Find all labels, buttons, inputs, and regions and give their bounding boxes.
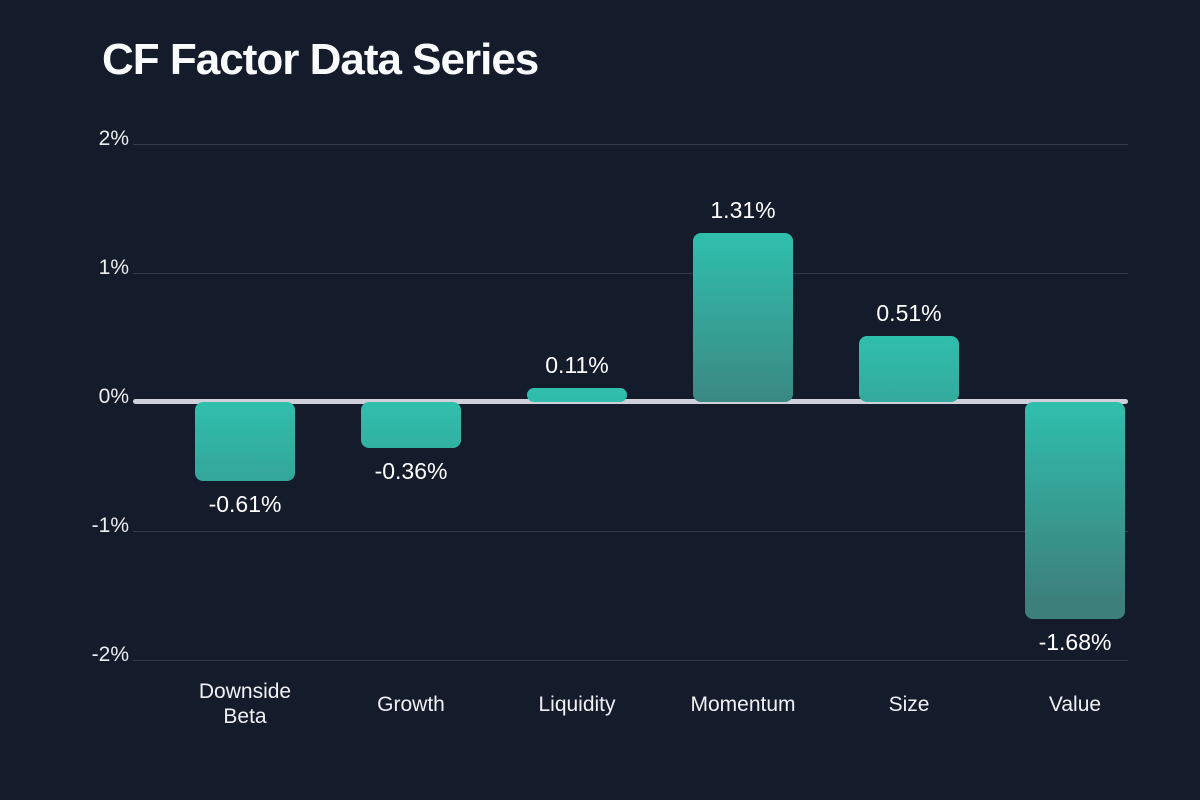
bar-downside-beta[interactable]: [195, 402, 295, 481]
bar-growth[interactable]: [361, 402, 461, 448]
bar-value-label: -0.61%: [208, 491, 282, 517]
category-label-size: Size: [826, 678, 992, 730]
category-label-value: Value: [992, 678, 1158, 730]
chart-title: CF Factor Data Series: [102, 35, 539, 84]
bar-value-label: -1.68%: [1038, 629, 1112, 655]
category-label-text: Momentum: [690, 692, 796, 716]
category-label-text: Size: [888, 692, 930, 716]
gridline--1%: [133, 531, 1128, 532]
y-tick-label--1%: -1%: [91, 514, 129, 537]
bar-momentum[interactable]: [693, 233, 793, 402]
bar-value-label: 0.51%: [876, 300, 942, 326]
bar-liquidity[interactable]: [527, 388, 627, 402]
category-label-momentum: Momentum: [660, 678, 826, 730]
category-label-liquidity: Liquidity: [494, 678, 660, 730]
gridline-2%: [133, 144, 1128, 145]
y-tick-label-1%: 1%: [98, 256, 129, 279]
category-label-growth: Growth: [328, 678, 494, 730]
category-label-downside-beta: Downside Beta: [162, 678, 328, 730]
bar-value-label: 1.31%: [710, 197, 776, 223]
bar-size[interactable]: [859, 336, 959, 402]
zero-axis-line: [133, 399, 1128, 404]
y-tick-label--2%: -2%: [91, 643, 129, 666]
category-label-text: Downside Beta: [198, 680, 292, 728]
bar-value-label: -0.36%: [374, 458, 448, 484]
y-tick-label-2%: 2%: [98, 127, 129, 150]
gridline-1%: [133, 273, 1128, 274]
y-tick-label-0%: 0%: [98, 385, 129, 408]
bar-value-label: 0.11%: [545, 352, 609, 378]
category-label-text: Liquidity: [538, 692, 616, 716]
category-label-text: Value: [1048, 692, 1102, 716]
gridline--2%: [133, 660, 1128, 661]
bar-value[interactable]: [1025, 402, 1125, 619]
category-label-text: Growth: [377, 692, 445, 716]
